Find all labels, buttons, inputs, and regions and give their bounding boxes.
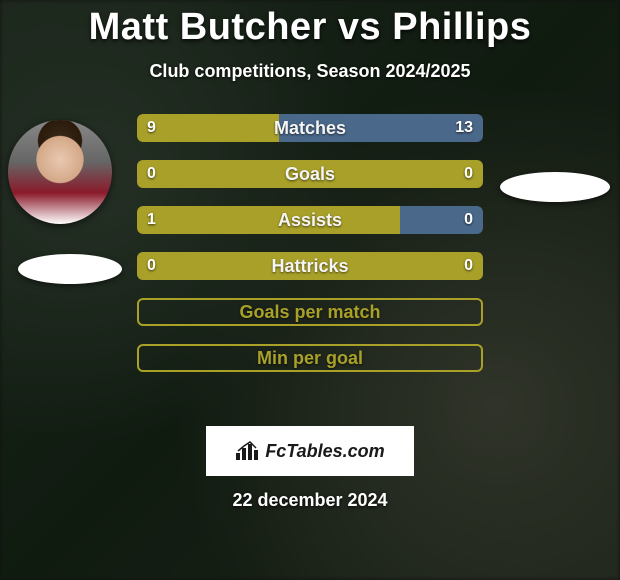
- player-left-name-pill: [18, 254, 122, 284]
- stat-row: Matches9 13: [137, 114, 483, 142]
- page-subtitle: Club competitions, Season 2024/2025: [0, 61, 620, 82]
- stat-label: Goals: [137, 160, 483, 188]
- stat-value-right: 0: [454, 252, 483, 280]
- stat-value-right: 0: [454, 206, 483, 234]
- branding-box: FcTables.com: [206, 426, 414, 476]
- stat-row: Assists1 0: [137, 206, 483, 234]
- player-right-name-pill: [500, 172, 610, 202]
- comparison-bars: Matches913Goals00Assists10Hattricks00Goa…: [137, 114, 483, 372]
- stat-row: Min per goal: [137, 344, 483, 372]
- stat-value-right: 13: [445, 114, 483, 142]
- player-left-avatar: [8, 120, 112, 224]
- stat-value-left: 1: [137, 206, 166, 234]
- stat-label: Assists: [137, 206, 483, 234]
- stat-label: Matches: [137, 114, 483, 142]
- stat-label: Min per goal: [139, 346, 481, 370]
- stat-label: Goals per match: [139, 300, 481, 324]
- stat-value-right: 0: [454, 160, 483, 188]
- avatar-face-placeholder: [8, 120, 112, 224]
- stat-row: Goals per match: [137, 298, 483, 326]
- branding-text: FcTables.com: [265, 441, 384, 462]
- page-title: Matt Butcher vs Phillips: [0, 6, 620, 49]
- stat-row: Goals0 0: [137, 160, 483, 188]
- stat-row: Hattricks0 0: [137, 252, 483, 280]
- content-root: Matt Butcher vs Phillips Club competitio…: [0, 0, 620, 580]
- date-text: 22 december 2024: [0, 490, 620, 511]
- comparison-stage: Matches913Goals00Assists10Hattricks00Goa…: [0, 114, 620, 414]
- stat-value-left: 9: [137, 114, 166, 142]
- chart-bars-icon: [235, 441, 259, 461]
- stat-value-left: 0: [137, 160, 166, 188]
- stat-value-left: 0: [137, 252, 166, 280]
- stat-label: Hattricks: [137, 252, 483, 280]
